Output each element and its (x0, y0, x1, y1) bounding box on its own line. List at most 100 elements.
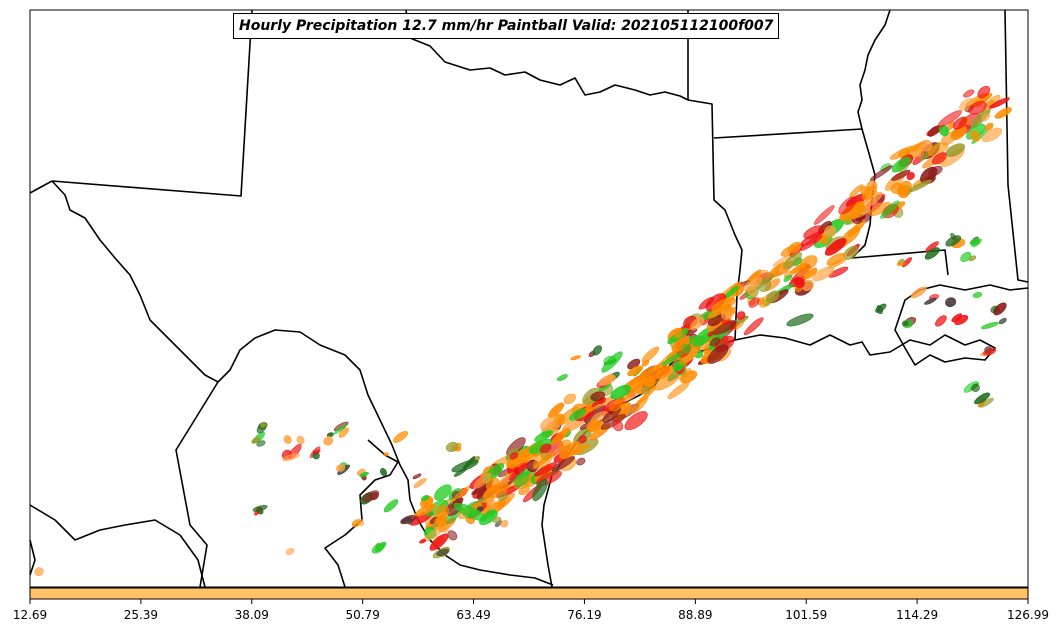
panhandle-west-line (29, 180, 53, 194)
precip-blob (336, 464, 346, 472)
precip-blob (981, 127, 1003, 143)
precip-blob (849, 184, 864, 198)
precip-blob (283, 435, 292, 444)
west-texas-border (51, 180, 219, 383)
mexico-state-line-2 (29, 504, 206, 588)
precip-blob (630, 396, 649, 414)
precip-blob (974, 392, 991, 405)
precip-blob (34, 567, 44, 577)
precip-blob (551, 427, 570, 445)
precip-blob (969, 238, 981, 246)
state-boundaries (29, 9, 1029, 588)
precip-blob (906, 172, 915, 181)
precip-blob (919, 139, 933, 152)
colorbar-tick-label: 114.29 (896, 608, 939, 622)
precip-blob (590, 391, 606, 402)
precip-blob (256, 440, 266, 447)
precip-blob (891, 169, 911, 181)
precip-blob (445, 441, 459, 452)
precip-blob (591, 398, 604, 408)
precip-blob (902, 257, 912, 268)
precip-blob (709, 337, 720, 347)
precip-blob (972, 292, 983, 298)
precip-blob (661, 352, 683, 366)
precip-blob (993, 302, 1007, 316)
mexico-state-line-4 (29, 539, 36, 576)
precip-blob (406, 518, 413, 525)
precip-blob (928, 165, 943, 177)
colorbar-tick-label: 38.09 (234, 608, 269, 622)
precip-blob (787, 241, 802, 254)
precip-blob (783, 251, 802, 270)
precip-blob (783, 274, 793, 282)
precip-blob (971, 383, 980, 392)
precip-blob (362, 490, 380, 503)
precip-blob (801, 279, 814, 291)
precip-blob (932, 152, 947, 165)
precip-blob (796, 268, 810, 278)
precip-blob (500, 519, 509, 528)
precip-blob (473, 472, 492, 489)
precip-blob (824, 238, 847, 256)
precip-blob (786, 313, 814, 327)
precip-blob (453, 502, 487, 522)
louisiana-coast (734, 284, 1029, 366)
colorbar-tick-label: 88.89 (678, 608, 713, 622)
precip-blob (282, 453, 300, 461)
colorbar-tick-label: 50.79 (345, 608, 380, 622)
precip-blob (374, 541, 387, 552)
precipitation-paintball-layer (34, 85, 1012, 577)
precip-blob (586, 419, 601, 432)
ar-la-border (713, 128, 863, 139)
precip-blob (570, 355, 581, 361)
precip-blob (539, 443, 552, 454)
precip-blob (548, 402, 565, 418)
precip-blob (838, 196, 857, 215)
precip-blob (383, 452, 389, 457)
precip-blob (606, 373, 614, 382)
precip-blob (601, 351, 623, 373)
colorbar (29, 587, 1029, 600)
precip-blob (414, 504, 437, 517)
precip-blob (260, 422, 267, 428)
precip-blob (644, 375, 656, 388)
precip-blob (681, 343, 691, 354)
precip-blob (981, 113, 991, 122)
precip-blob (509, 452, 519, 460)
precip-blob (981, 321, 999, 330)
precip-blob (497, 492, 508, 502)
precip-blob (880, 200, 900, 219)
precip-blob (959, 98, 974, 111)
precip-blob (429, 533, 449, 551)
precip-blob (690, 316, 705, 331)
map-title: Hourly Precipitation 12.7 mm/hr Paintbal… (233, 13, 780, 39)
precip-blob (891, 157, 911, 173)
precip-blob (518, 486, 530, 496)
colorbar-tick-label: 126.99 (1007, 608, 1049, 622)
precip-blob (559, 441, 581, 460)
colorbar-tick-label: 63.49 (456, 608, 491, 622)
precip-blob (672, 328, 683, 339)
precip-blob (338, 427, 349, 438)
precip-blob (610, 384, 631, 400)
precip-blob (843, 245, 859, 260)
precip-blob (447, 530, 458, 541)
precip-blob (532, 479, 548, 501)
precip-blob (826, 252, 846, 266)
precip-blob (393, 431, 409, 443)
precip-blob (592, 345, 602, 356)
colorbar-ticks (29, 599, 1029, 604)
precip-blob (578, 435, 587, 444)
precip-blob (799, 255, 818, 271)
precip-blob (968, 101, 987, 115)
precip-blob (736, 311, 746, 320)
precip-blob (479, 510, 498, 526)
precip-blob (869, 165, 893, 181)
precip-blob (514, 472, 530, 488)
precip-blob (641, 346, 660, 363)
precip-blob (359, 471, 369, 478)
colorbar-tick-label: 12.69 (12, 608, 48, 622)
precip-blob (540, 416, 558, 432)
precip-blob (765, 290, 780, 304)
